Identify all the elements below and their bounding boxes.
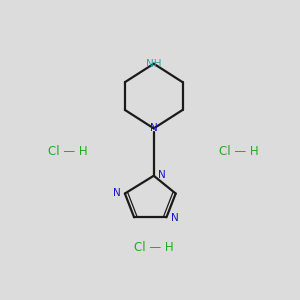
Text: NH: NH [146, 59, 161, 69]
Text: Cl — H: Cl — H [134, 241, 174, 254]
Text: N: N [171, 214, 178, 224]
Text: N: N [158, 169, 166, 180]
Text: Cl — H: Cl — H [49, 145, 88, 158]
Text: N: N [113, 188, 121, 198]
Text: N: N [150, 123, 158, 134]
Text: Cl — H: Cl — H [219, 145, 259, 158]
